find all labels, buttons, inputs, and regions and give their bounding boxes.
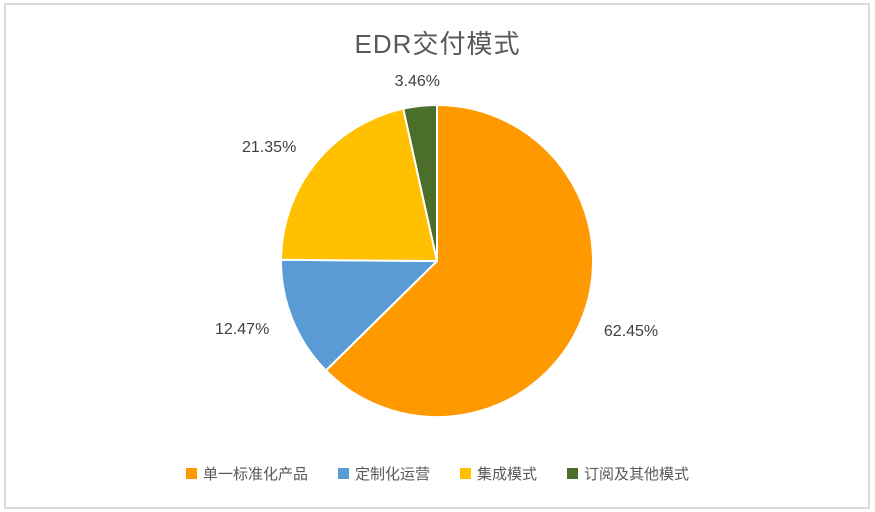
- legend-swatch-icon: [567, 468, 579, 479]
- slice-label-2: 21.35%: [242, 139, 296, 156]
- legend-label: 定制化运营: [354, 466, 430, 483]
- legend-item-3: 订阅及其他模式: [567, 463, 689, 484]
- pie-slice-3: [402, 104, 438, 262]
- slice-label-1: 12.47%: [215, 321, 269, 338]
- legend-label: 集成模式: [477, 466, 538, 483]
- legend-item-2: 集成模式: [460, 463, 537, 484]
- chart-legend: 单一标准化产品 定制化运营 集成模式 订阅及其他模式: [0, 463, 875, 484]
- legend-item-1: 定制化运营: [337, 463, 430, 484]
- legend-item-0: 单一标准化产品: [185, 463, 308, 484]
- pie-slice-0: [324, 104, 594, 418]
- legend-swatch-icon: [185, 468, 197, 479]
- pie-slice-2: [280, 107, 438, 262]
- legend-swatch-icon: [460, 468, 471, 479]
- slice-label-3: 3.46%: [395, 73, 440, 90]
- legend-label: 单一标准化产品: [202, 466, 308, 483]
- legend-swatch-icon: [337, 468, 349, 479]
- slice-label-0: 62.45%: [604, 323, 658, 340]
- pie-slice-1: [279, 258, 438, 372]
- legend-label: 订阅及其他模式: [584, 466, 690, 483]
- chart-title: EDR交付模式: [354, 29, 521, 59]
